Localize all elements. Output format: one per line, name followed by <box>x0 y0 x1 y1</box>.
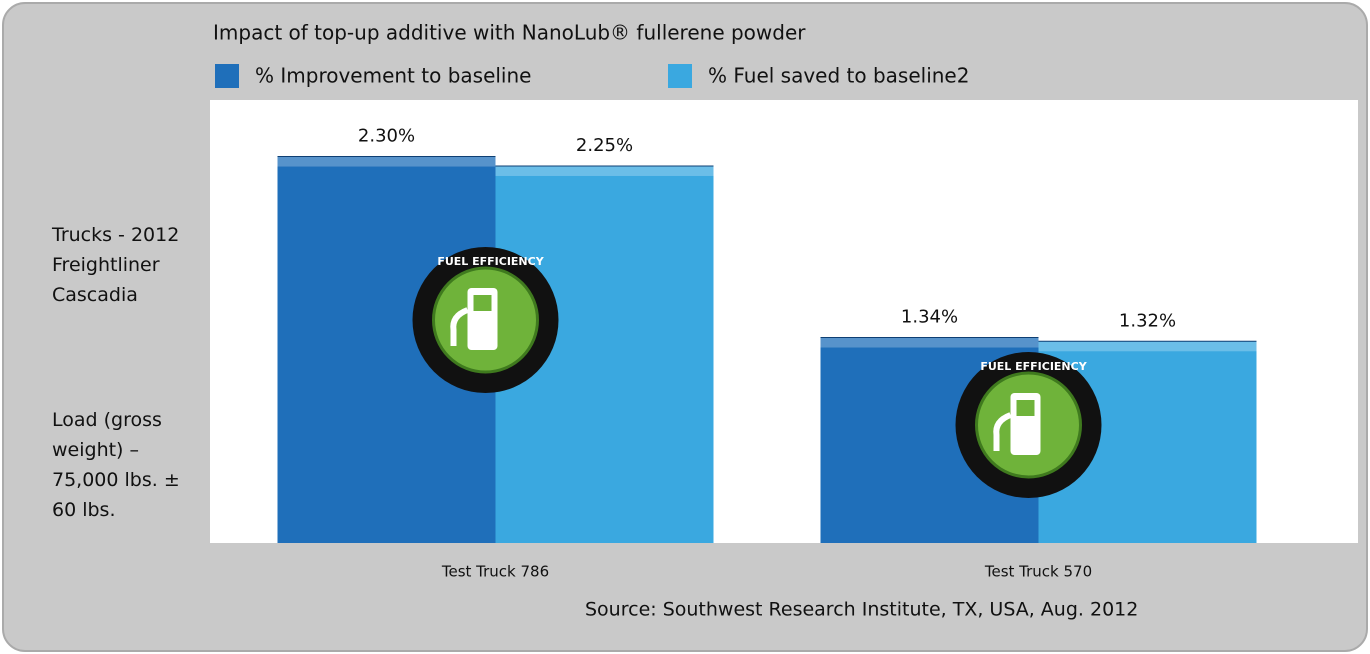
annotation: Load (gross weight) – 75,000 lbs. ± 60 l… <box>52 409 180 521</box>
bar-highlight <box>277 156 496 167</box>
badge: FUEL EFFICIENCY <box>955 352 1102 498</box>
badge-text: FUEL EFFICIENCY <box>980 360 1087 373</box>
value-label: 2.30% <box>358 126 415 147</box>
chart-title: Impact of top-up additive with NanoLub® … <box>213 21 806 45</box>
pump-hose <box>450 307 469 346</box>
badge: FUEL EFFICIENCY <box>412 247 559 393</box>
legend-label: % Fuel saved to baseline2 <box>708 64 969 88</box>
pump-hose <box>993 412 1012 451</box>
bar-highlight <box>1038 341 1257 352</box>
x-tick-label: Test Truck 570 <box>984 563 1092 581</box>
source: Source: Southwest Research Institute, TX… <box>585 599 1138 621</box>
x-tick-label: Test Truck 786 <box>441 563 549 581</box>
bar-highlight <box>820 337 1039 348</box>
pump-window <box>473 295 492 311</box>
legend-label: % Improvement to baseline <box>255 64 531 88</box>
value-label: 1.34% <box>901 307 958 328</box>
pump-window <box>1016 400 1035 416</box>
badge-text: FUEL EFFICIENCY <box>437 255 544 268</box>
value-label: 2.25% <box>576 135 633 156</box>
bar-highlight <box>495 165 714 176</box>
legend-swatch <box>215 64 239 88</box>
annotation: Trucks - 2012 Freightliner Cascadia <box>52 224 180 306</box>
legend-swatch <box>668 64 692 88</box>
value-label: 1.32% <box>1119 310 1176 331</box>
